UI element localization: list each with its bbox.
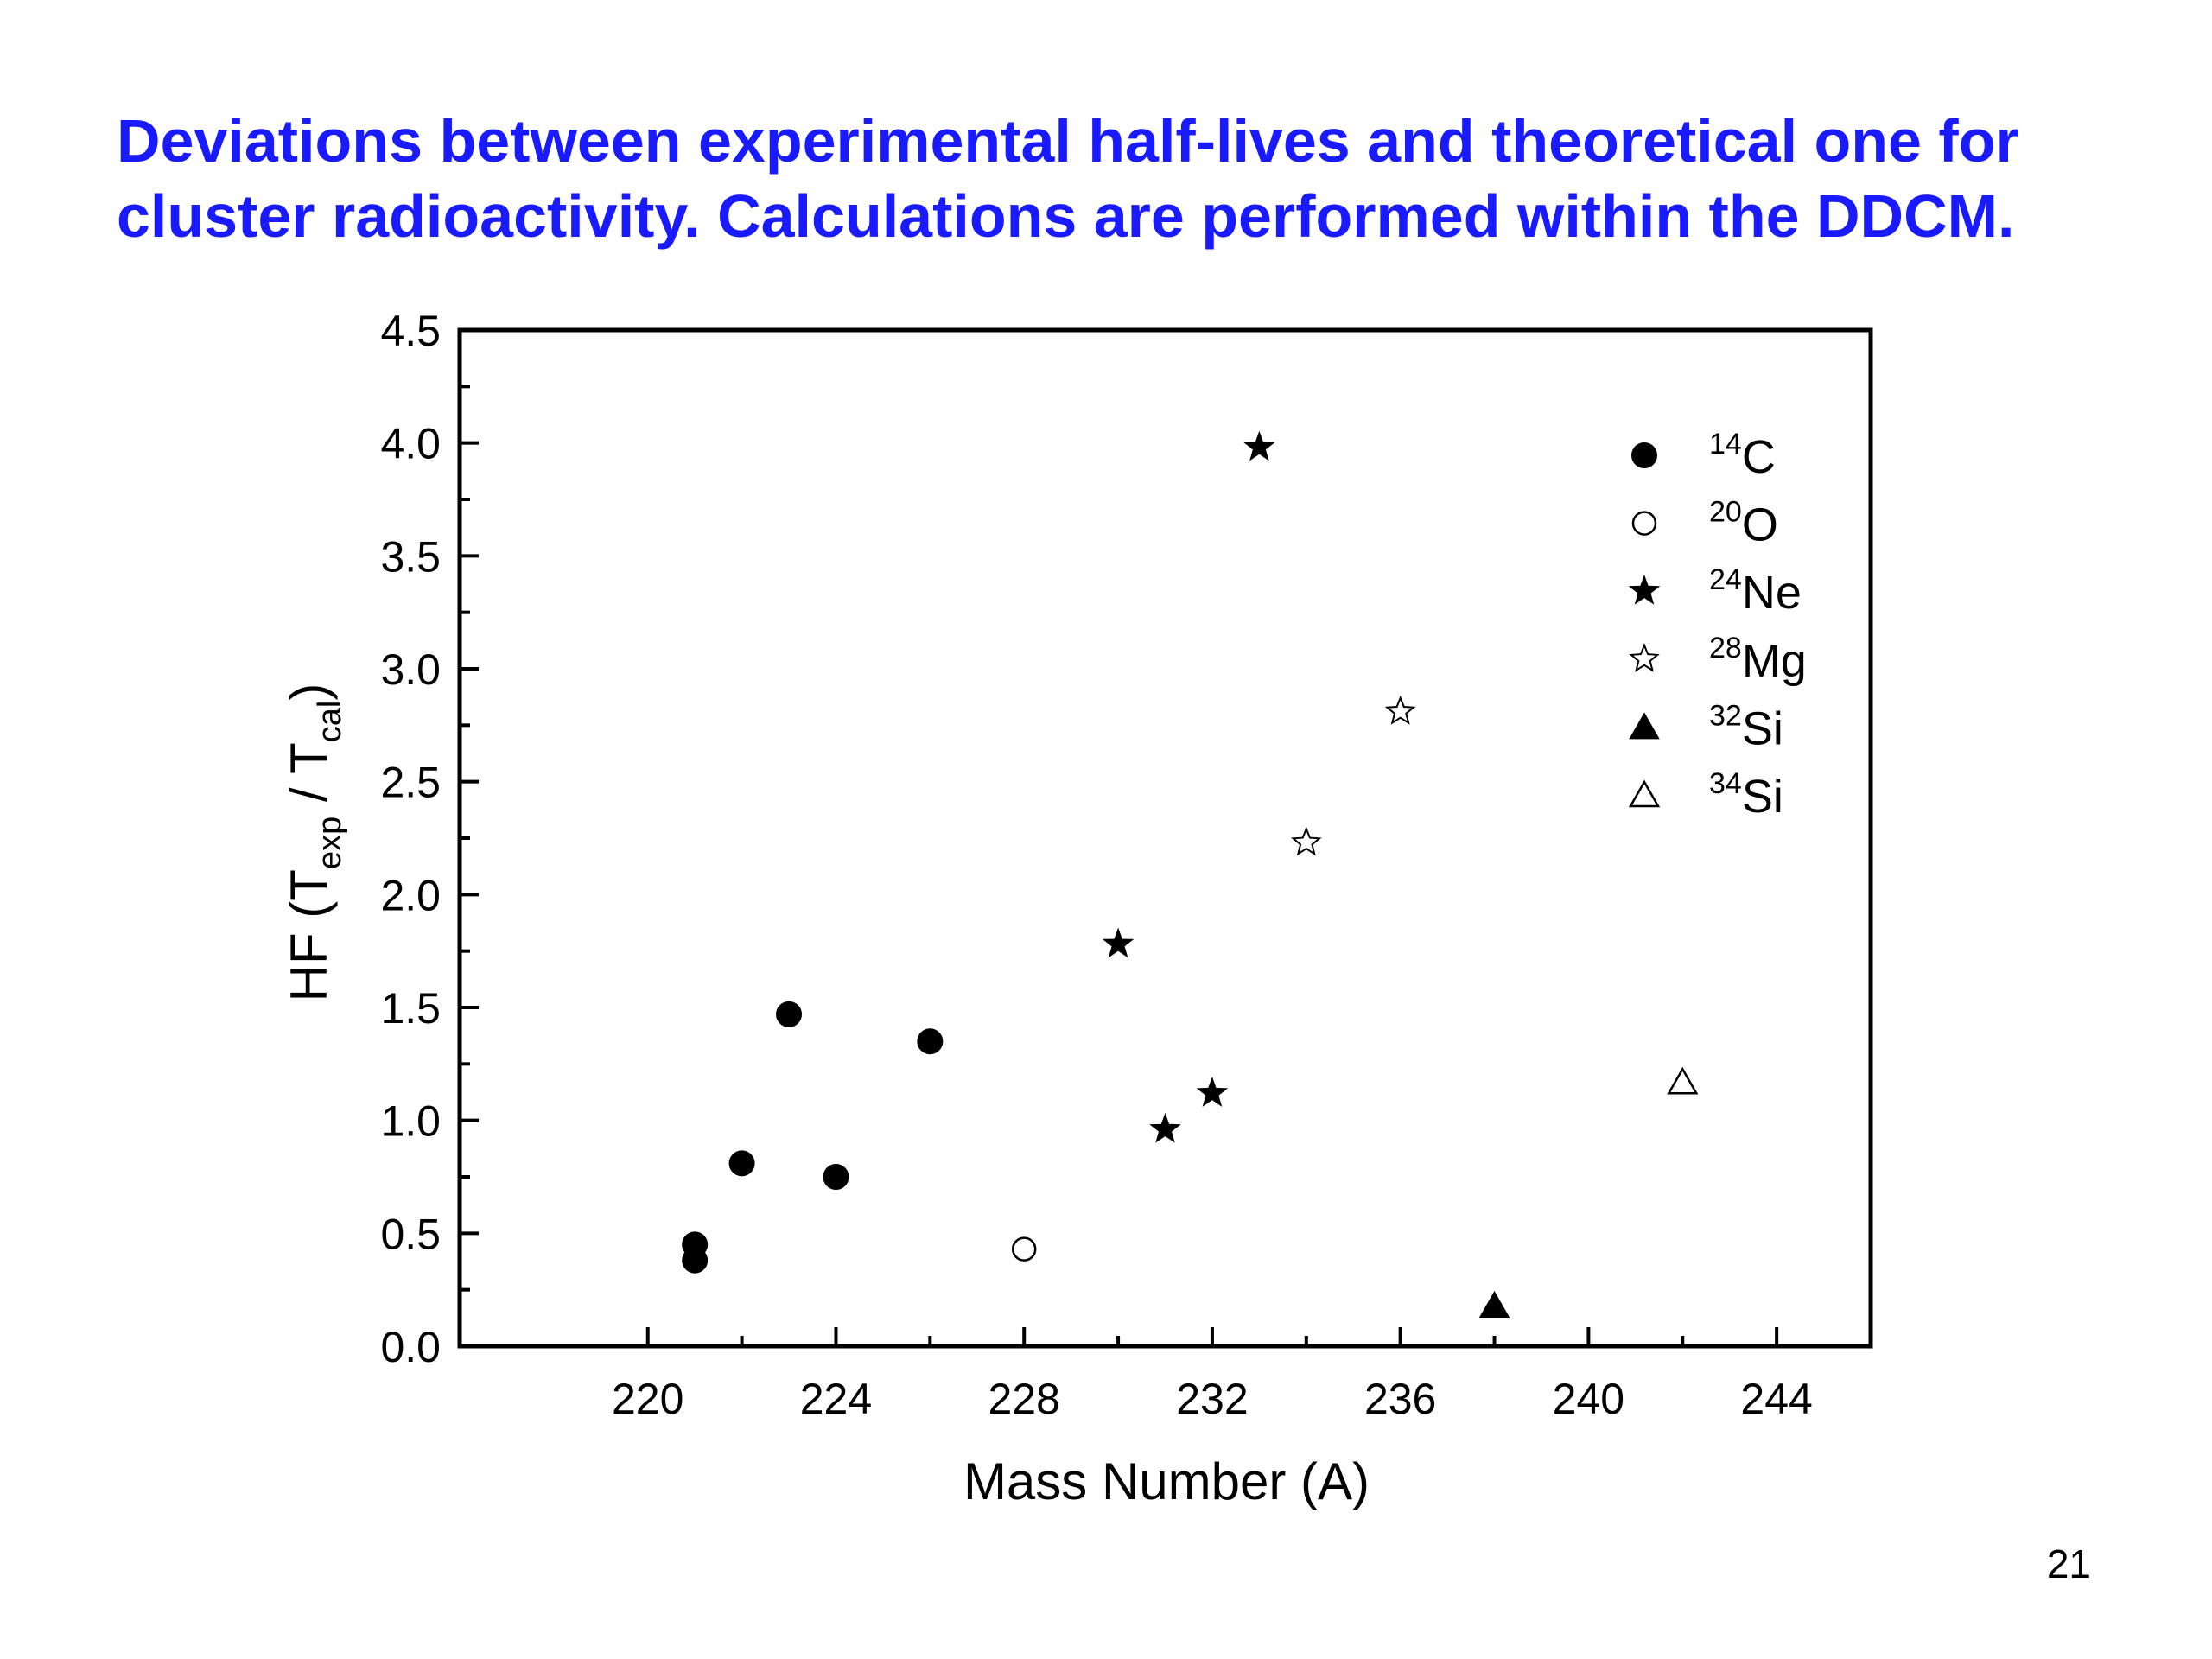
data-point [1384, 695, 1416, 725]
data-point [1196, 1077, 1229, 1107]
chart-legend: 14C 20O 24Ne 28Mg 32Si 34Si [1628, 428, 1807, 823]
y-tick-label: 0.5 [380, 1210, 441, 1258]
data-point [1102, 927, 1135, 958]
legend-entry: 14C [1709, 428, 1776, 483]
data-point [917, 1028, 944, 1055]
data-point [1291, 826, 1322, 856]
x-tick-label: 244 [1740, 1375, 1812, 1423]
legend-marker [1629, 643, 1660, 672]
slide-title-line-2: cluster radioactivity. Calculations are … [117, 182, 2015, 250]
data-point [682, 1247, 709, 1274]
data-point [1149, 1112, 1181, 1143]
x-tick-label: 220 [612, 1375, 683, 1423]
y-tick-label: 2.0 [380, 871, 441, 919]
legend-entry: 28Mg [1709, 632, 1807, 687]
legend-entry: 20O [1709, 496, 1778, 551]
y-tick-label: 4.0 [380, 420, 441, 468]
data-point [1667, 1066, 1699, 1095]
legend-marker [1629, 712, 1660, 740]
legend-marker [1631, 442, 1657, 468]
data-point [1243, 430, 1275, 461]
data-point [823, 1164, 849, 1190]
x-tick-label: 224 [800, 1375, 872, 1423]
legend-entry: 34Si [1709, 767, 1783, 823]
y-tick-label: 1.5 [380, 984, 441, 1033]
y-tick-label: 3.5 [380, 532, 441, 581]
y-axis-ticks: 0.0 0.5 1.0 1.5 2.0 2.5 3.0 3.5 4.0 4.5 [380, 307, 479, 1371]
y-tick-label: 0.0 [380, 1323, 441, 1371]
y-tick-label: 2.5 [380, 759, 441, 807]
plot-frame [457, 327, 1873, 1349]
data-point [776, 1001, 803, 1027]
data-point [1478, 1290, 1510, 1318]
y-tick-label: 3.0 [380, 645, 441, 694]
legend-marker [1631, 511, 1657, 536]
x-axis-label: Mass Number (A) [963, 1452, 1370, 1510]
legend-entry: 24Ne [1709, 563, 1802, 619]
y-tick-label: 1.0 [380, 1097, 441, 1146]
data-point [1011, 1236, 1037, 1262]
slide-title-line-1: Deviations between experimental half-liv… [117, 107, 2019, 175]
legend-marker [1628, 575, 1661, 605]
legend-marker [1628, 779, 1661, 808]
x-axis-ticks: 220 224 228 232 236 240 244 [612, 1327, 1813, 1423]
slide-title: Deviations between experimental half-liv… [117, 104, 2130, 254]
y-axis-label: HF (Texp / Tcal) [280, 683, 348, 1002]
x-tick-label: 228 [988, 1375, 1059, 1423]
data-points [682, 430, 1699, 1318]
page-number: 21 [2046, 1541, 2091, 1586]
x-tick-label: 236 [1364, 1375, 1436, 1423]
y-tick-label: 4.5 [380, 307, 441, 355]
legend-entry: 32Si [1709, 699, 1783, 754]
x-tick-label: 232 [1176, 1375, 1248, 1423]
x-tick-label: 240 [1553, 1375, 1624, 1423]
data-point [728, 1150, 755, 1177]
